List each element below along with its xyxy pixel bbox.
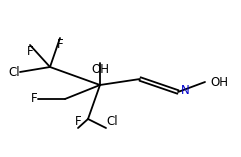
Text: F: F (57, 38, 63, 51)
Text: N: N (181, 84, 190, 97)
Text: OH: OH (210, 76, 228, 89)
Text: F: F (27, 45, 33, 58)
Text: F: F (75, 115, 81, 128)
Text: Cl: Cl (106, 115, 118, 128)
Text: Cl: Cl (8, 65, 20, 78)
Text: OH: OH (91, 63, 109, 76)
Text: F: F (31, 92, 38, 106)
